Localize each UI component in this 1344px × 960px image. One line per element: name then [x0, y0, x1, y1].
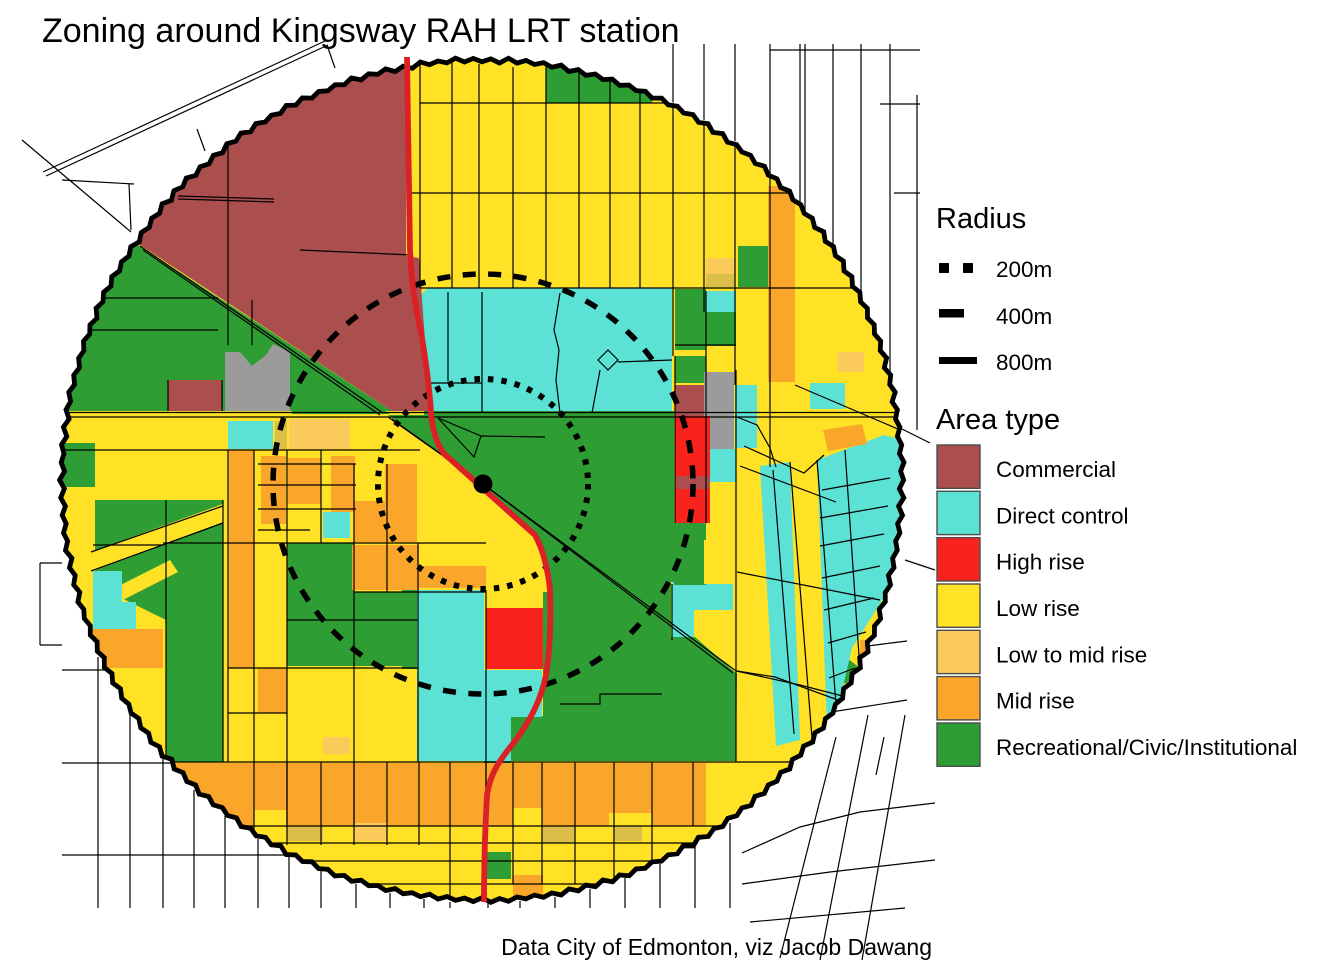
svg-text:Direct control: Direct control — [996, 503, 1129, 528]
svg-text:800m: 800m — [996, 350, 1052, 375]
svg-text:Radius: Radius — [936, 203, 1026, 235]
svg-text:Recreational/Civic/Institution: Recreational/Civic/Institutional — [996, 735, 1297, 760]
svg-text:Data City of Edmonton, viz Jac: Data City of Edmonton, viz Jacob Dawang — [501, 934, 932, 960]
svg-text:High rise: High rise — [996, 550, 1085, 575]
svg-text:Zoning around Kingsway RAH LRT: Zoning around Kingsway RAH LRT station — [42, 12, 680, 50]
svg-text:Low rise: Low rise — [996, 596, 1080, 621]
svg-text:200m: 200m — [996, 257, 1052, 282]
svg-text:Low to mid rise: Low to mid rise — [996, 642, 1147, 667]
svg-text:Commercial: Commercial — [996, 457, 1116, 482]
svg-text:Area type: Area type — [936, 404, 1060, 436]
svg-text:Mid rise: Mid rise — [996, 689, 1075, 714]
svg-text:400m: 400m — [996, 304, 1052, 329]
